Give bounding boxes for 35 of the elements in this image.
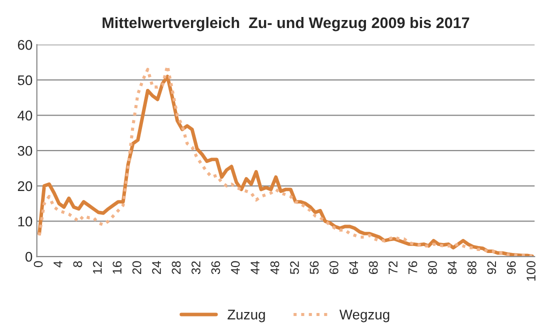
x-tick-label: 44 <box>250 261 260 274</box>
x-tick-label: 92 <box>487 261 496 274</box>
legend-label: Zuzug <box>228 310 265 322</box>
x-tick-label: 32 <box>192 261 200 274</box>
x-tick-label: 28 <box>172 261 181 274</box>
y-tick-label: 50 <box>18 75 32 86</box>
x-tick-label: 24 <box>152 261 161 274</box>
y-tick-label: 20 <box>18 181 32 192</box>
x-tick-label: 4 <box>54 261 62 268</box>
legend-label: Wegzug <box>339 310 390 322</box>
x-tick-label: 96 <box>506 261 516 274</box>
x-tick-label: 72 <box>388 261 398 274</box>
y-tick-label: 60 <box>18 40 32 50</box>
x-tick-label: 68 <box>368 261 378 274</box>
chart-title: Mittelwertvergleich Zu- und Wegzug 2009 bis 2017 <box>102 16 470 32</box>
x-tick-label: 64 <box>349 261 358 274</box>
x-tick-label: 20 <box>132 261 142 274</box>
x-tick-label: 16 <box>112 261 122 274</box>
x-tick-label: 80 <box>428 261 437 274</box>
x-tick-label: 60 <box>330 261 338 274</box>
y-tick-label: 30 <box>18 146 32 156</box>
x-tick-label: 0 <box>34 261 43 268</box>
y-tick-label: 40 <box>18 110 32 120</box>
x-tick-label: 84 <box>448 261 457 274</box>
x-tick-label: 76 <box>408 261 418 274</box>
x-tick-label: 52 <box>290 261 299 274</box>
x-tick-label: 88 <box>468 261 476 274</box>
x-tick-label: 36 <box>211 261 220 274</box>
x-tick-label: 100 <box>526 261 536 281</box>
x-tick-label: 12 <box>92 261 102 274</box>
x-tick-label: 56 <box>310 261 319 274</box>
x-tick-label: 48 <box>270 261 280 274</box>
y-tick-label: 10 <box>18 216 32 226</box>
x-tick-label: 40 <box>230 261 240 274</box>
x-tick-label: 8 <box>73 261 82 268</box>
